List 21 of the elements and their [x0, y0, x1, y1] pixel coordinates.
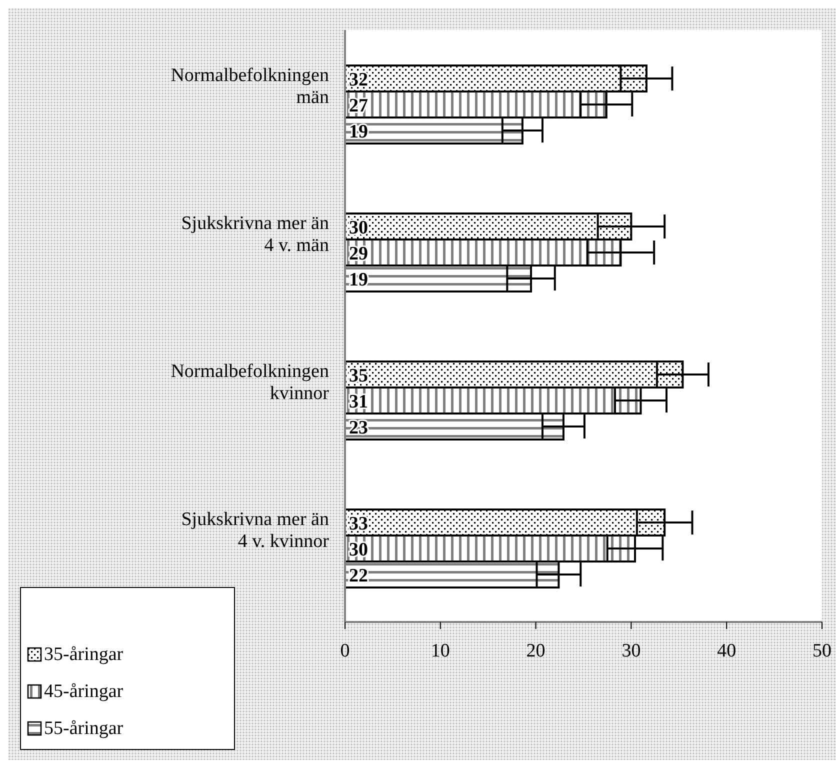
- x-tick-label: 20: [526, 640, 546, 662]
- data-label: 27: [349, 96, 368, 117]
- y-tick-label: Sjukskrivna mer än 4 v. män: [181, 213, 330, 256]
- data-label: 23: [349, 418, 368, 439]
- legend-label: 45-åringar: [44, 680, 124, 702]
- legend-label: 55-åringar: [44, 718, 124, 740]
- data-label: 19: [349, 270, 368, 291]
- x-tick-label: 0: [340, 640, 350, 662]
- x-tick-label: 40: [717, 640, 736, 662]
- y-tick-label: Normalbefolkningen män: [170, 65, 330, 108]
- data-label: 19: [349, 122, 368, 143]
- data-label: 29: [349, 244, 368, 265]
- y-tick-label: Normalbefolkningen kvinnor: [170, 361, 330, 404]
- y-tick-label: Sjukskrivna mer än 4 v. kvinnor: [181, 509, 330, 552]
- x-tick-label: 10: [430, 640, 450, 662]
- x-tick-label: 50: [812, 640, 832, 662]
- data-label: 31: [349, 392, 368, 413]
- legend-label: 35-åringar: [44, 644, 124, 666]
- x-tick-label: 30: [622, 640, 641, 662]
- data-label: 22: [349, 566, 368, 587]
- data-label: 30: [349, 540, 368, 561]
